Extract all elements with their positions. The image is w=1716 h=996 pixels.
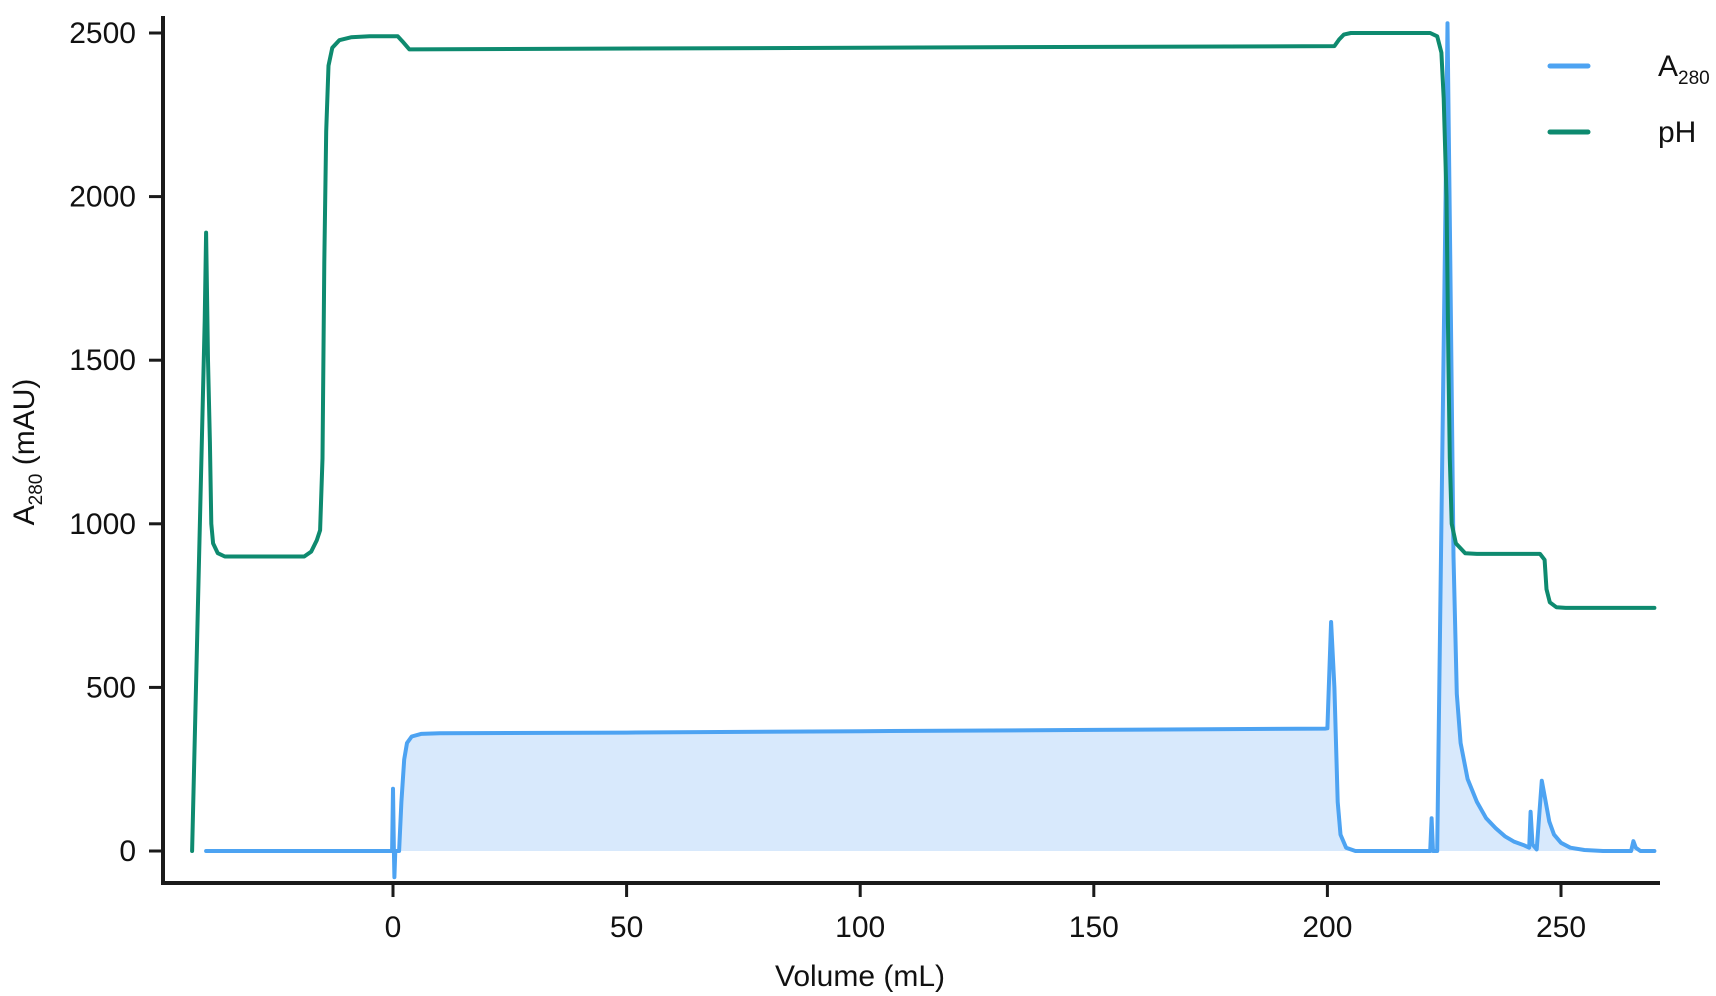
series-line-a280 — [204, 21, 1657, 880]
y-tick-label: 2000 — [69, 181, 136, 214]
x-tick-label: 100 — [835, 911, 885, 944]
y-tick-label: 2500 — [69, 17, 136, 50]
x-tick-label: 0 — [385, 911, 402, 944]
x-tick-label: 50 — [610, 911, 643, 944]
legend: A280 pH — [1547, 50, 1710, 149]
series-area-a280 — [393, 23, 1655, 851]
y-axis-title-main: A — [8, 505, 41, 525]
y-axis-title-suffix: (mAU) — [8, 379, 41, 474]
y-tick-label: 500 — [86, 671, 136, 704]
x-tick-label: 250 — [1536, 911, 1586, 944]
line-layer — [190, 21, 1657, 880]
y-tick-label: 0 — [119, 835, 136, 868]
y-ticks: 0 500 1000 1500 2000 2500 — [69, 17, 163, 868]
x-tick-label: 150 — [1069, 911, 1119, 944]
legend-label-a280: A280 — [1658, 50, 1710, 89]
x-tick-label: 200 — [1302, 911, 1352, 944]
y-axis-title: A280 (mAU) — [8, 379, 47, 526]
legend-label-ph: pH — [1658, 116, 1696, 149]
series-line-ph — [190, 31, 1657, 853]
y-tick-label: 1000 — [69, 508, 136, 541]
area-layer — [393, 23, 1655, 851]
y-tick-label: 1500 — [69, 344, 136, 377]
x-axis-title: Volume (mL) — [775, 960, 945, 993]
x-ticks: 0 50 100 150 200 250 — [385, 883, 1586, 944]
y-axis-title-sub: 280 — [26, 474, 47, 506]
